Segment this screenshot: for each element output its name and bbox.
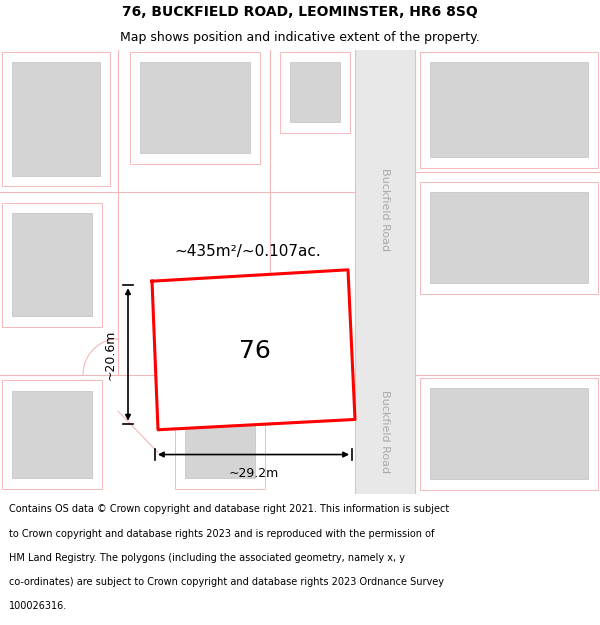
Text: Map shows position and indicative extent of the property.: Map shows position and indicative extent… bbox=[120, 31, 480, 44]
Bar bbox=[140, 62, 250, 153]
Bar bbox=[2, 202, 102, 327]
Text: Buckfield Road: Buckfield Road bbox=[380, 390, 390, 473]
Bar bbox=[2, 380, 102, 489]
Text: HM Land Registry. The polygons (including the associated geometry, namely x, y: HM Land Registry. The polygons (includin… bbox=[9, 552, 405, 562]
Text: 76, BUCKFIELD ROAD, LEOMINSTER, HR6 8SQ: 76, BUCKFIELD ROAD, LEOMINSTER, HR6 8SQ bbox=[122, 6, 478, 19]
Text: ~435m²/~0.107ac.: ~435m²/~0.107ac. bbox=[175, 244, 322, 259]
Text: ~20.6m: ~20.6m bbox=[104, 329, 116, 379]
Bar bbox=[420, 182, 598, 294]
Bar bbox=[12, 391, 92, 478]
Bar bbox=[430, 62, 588, 158]
Bar bbox=[12, 62, 100, 176]
Bar bbox=[185, 406, 255, 478]
Bar bbox=[130, 52, 260, 164]
Text: Contains OS data © Crown copyright and database right 2021. This information is : Contains OS data © Crown copyright and d… bbox=[9, 504, 449, 514]
Bar bbox=[420, 52, 598, 168]
Bar bbox=[290, 62, 340, 122]
Bar bbox=[280, 52, 350, 132]
Polygon shape bbox=[152, 270, 355, 430]
Text: to Crown copyright and database rights 2023 and is reproduced with the permissio: to Crown copyright and database rights 2… bbox=[9, 529, 434, 539]
Bar bbox=[420, 378, 598, 489]
Text: 76: 76 bbox=[239, 339, 271, 363]
Bar bbox=[355, 50, 415, 494]
Text: ~29.2m: ~29.2m bbox=[229, 467, 278, 479]
Bar bbox=[2, 52, 110, 186]
Text: Buckfield Road: Buckfield Road bbox=[380, 168, 390, 251]
Bar bbox=[430, 389, 588, 479]
Bar bbox=[430, 192, 588, 283]
Bar bbox=[12, 213, 92, 316]
Text: co-ordinates) are subject to Crown copyright and database rights 2023 Ordnance S: co-ordinates) are subject to Crown copyr… bbox=[9, 577, 444, 587]
Text: 100026316.: 100026316. bbox=[9, 601, 67, 611]
Bar bbox=[175, 396, 265, 489]
